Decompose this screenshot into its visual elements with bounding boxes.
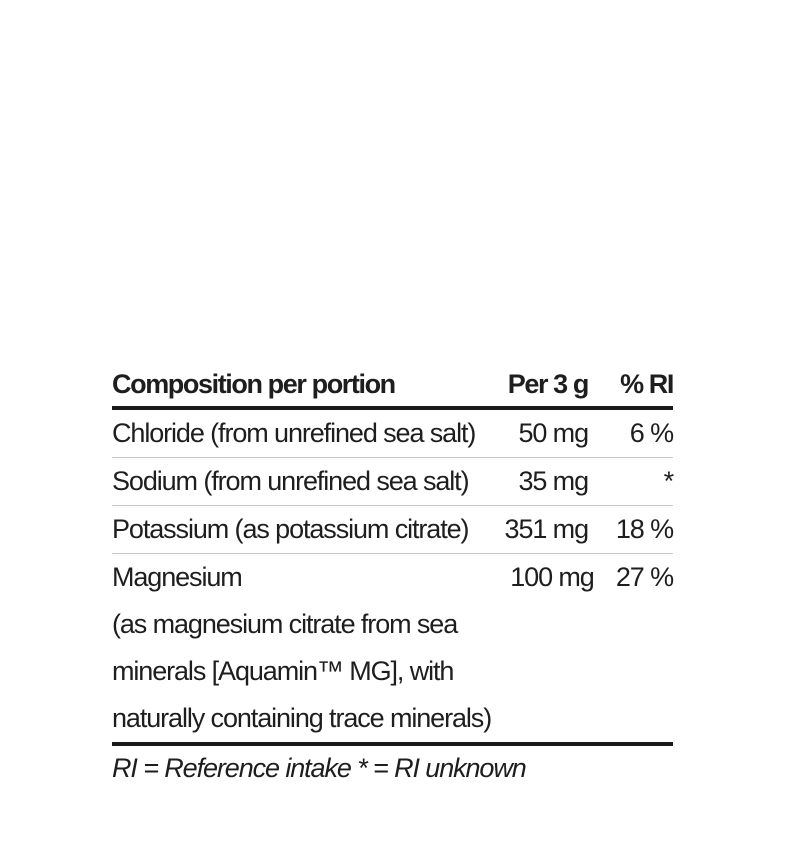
nutrient-ri: 6 % <box>629 418 674 448</box>
nutrient-ri: 27 % <box>615 562 674 592</box>
nutrient-name: Sodium (from unrefined sea salt) <box>112 466 470 496</box>
nutrient-name-block: Magnesium (as magnesium citrate from sea… <box>112 554 492 742</box>
nutrient-name: Magnesium <box>112 562 243 592</box>
table-row: Chloride (from unrefined sea salt) 50 mg… <box>112 410 674 458</box>
nutrient-ri: * <box>663 466 675 496</box>
nutrient-amount: 100 mg <box>510 562 595 592</box>
nutrient-detail-line: naturally containing trace minerals) <box>112 703 492 733</box>
nutrient-name: Potassium (as potassium citrate) <box>112 514 470 544</box>
nutrient-amount: 35 mg <box>518 466 589 496</box>
nutrient-detail-line: minerals [Aquamin™ MG], with <box>112 656 454 686</box>
nutrient-ri: 18 % <box>615 514 674 544</box>
header-ri: % RI <box>620 369 674 399</box>
nutrient-amount: 50 mg <box>518 418 589 448</box>
table-row: Magnesium (as magnesium citrate from sea… <box>112 554 674 746</box>
table-footnote: RI = Reference intake * = RI unknown <box>112 753 527 783</box>
nutrient-amount: 351 mg <box>504 514 590 544</box>
composition-table: Composition per portion Per 3 g % RI Chl… <box>112 362 675 790</box>
table-header: Composition per portion Per 3 g % RI <box>112 362 674 410</box>
nutrient-detail-line: (as magnesium citrate from sea <box>112 609 458 639</box>
table-row: Potassium (as potassium citrate) 351 mg … <box>112 506 674 554</box>
header-per-portion: Per 3 g <box>507 369 590 399</box>
header-composition: Composition per portion <box>112 369 396 399</box>
table-row: Sodium (from unrefined sea salt) 35 mg * <box>112 458 675 506</box>
nutrient-name: Chloride (from unrefined sea salt) <box>112 418 476 448</box>
